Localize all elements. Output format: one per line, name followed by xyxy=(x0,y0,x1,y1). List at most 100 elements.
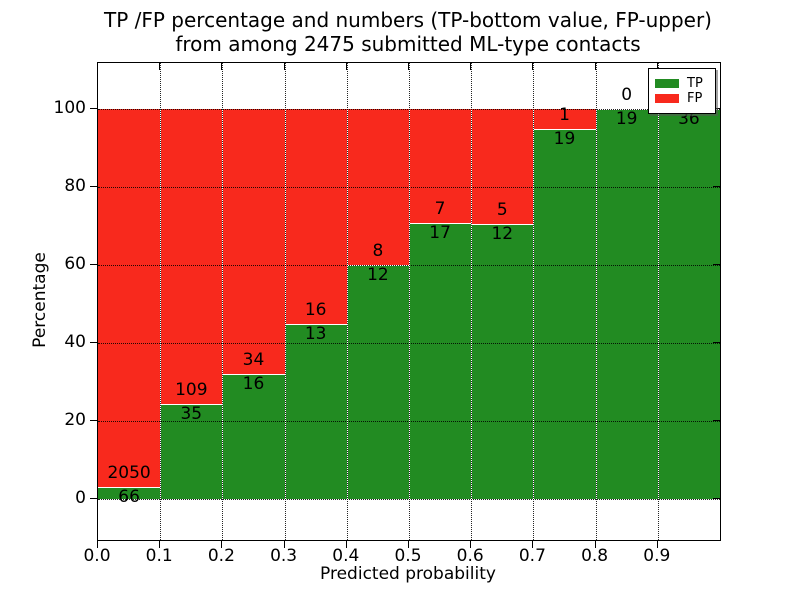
y-tick-mark xyxy=(90,342,97,343)
fp-legend-swatch xyxy=(655,94,679,103)
x-tick-label: 0.4 xyxy=(332,546,360,566)
x-tick-mark xyxy=(159,541,161,548)
stacked-bar xyxy=(98,109,161,499)
y-tick-label: 80 xyxy=(64,176,86,196)
gridline-vertical xyxy=(346,63,348,540)
x-tick-mark xyxy=(97,541,98,548)
fp-value-label: 0 xyxy=(621,85,633,105)
gridline-vertical xyxy=(595,63,597,540)
x-tick-mark-top xyxy=(594,63,596,70)
fp-bar-segment xyxy=(410,109,472,223)
fp-value-label: 34 xyxy=(242,350,265,371)
legend-item-tp: TP xyxy=(655,76,715,91)
y-tick-mark-right xyxy=(713,264,720,265)
tp-bar-segment xyxy=(161,404,223,499)
x-tick-label: 0.5 xyxy=(394,546,422,566)
stacked-bar xyxy=(595,109,658,499)
gridline-vertical xyxy=(284,63,286,540)
fp-bar-segment xyxy=(161,109,223,405)
stacked-bar xyxy=(346,109,409,499)
legend-item-fp: FP xyxy=(655,91,715,106)
x-tick-mark xyxy=(345,541,347,548)
gridline-vertical xyxy=(222,63,224,540)
fp-value-label: 2050 xyxy=(107,462,151,483)
y-tick-mark xyxy=(90,186,97,187)
tp-legend-label: TP xyxy=(687,76,703,91)
y-tick-mark-right xyxy=(713,108,720,109)
x-tick-mark-top xyxy=(532,63,534,70)
y-tick-mark xyxy=(90,498,97,499)
fp-legend-label: FP xyxy=(687,91,703,106)
x-axis-label: Predicted probability xyxy=(320,564,496,584)
y-tick-mark-right xyxy=(713,498,720,499)
fp-value-label: 7 xyxy=(434,198,446,219)
tp-value-label: 17 xyxy=(429,222,451,243)
gridline-vertical xyxy=(471,63,473,540)
plot-area: TP FP 2050 66 109 35 34 16 16 13 8 12 7 17 5 12 1 19 0 19… xyxy=(97,62,721,541)
tp-bar-segment xyxy=(285,324,347,499)
x-tick-label: 0.2 xyxy=(207,546,235,566)
chart-title: TP /FP percentage and numbers (TP-bottom… xyxy=(97,8,719,56)
x-tick-label: 0.6 xyxy=(456,546,484,566)
stacked-bar xyxy=(409,109,472,499)
y-tick-mark-right xyxy=(713,342,720,343)
y-tick-label: 0 xyxy=(75,488,86,508)
tp-value-label: 36 xyxy=(678,109,700,129)
stacked-bar xyxy=(533,109,596,499)
x-tick-label: 0.3 xyxy=(270,546,298,566)
chart-title-line2: from among 2475 submitted ML-type contac… xyxy=(175,32,641,56)
y-tick-mark xyxy=(90,264,97,265)
tp-value-label: 35 xyxy=(180,404,203,425)
tp-bar-segment xyxy=(658,109,720,499)
tp-value-label: 13 xyxy=(304,324,327,345)
x-tick-mark xyxy=(408,541,409,548)
gridline-vertical xyxy=(409,63,410,540)
tp-bar-segment xyxy=(596,109,658,499)
x-tick-mark-top xyxy=(221,63,223,70)
fp-value-label: 5 xyxy=(496,199,508,220)
y-tick-label: 60 xyxy=(64,254,86,274)
stacked-bar xyxy=(284,109,347,499)
stacked-bar xyxy=(657,109,720,499)
tp-bar-segment xyxy=(410,222,472,499)
tp-value-label: 19 xyxy=(553,128,576,149)
x-tick-mark xyxy=(532,541,534,548)
fp-bar-segment xyxy=(472,109,534,224)
fp-value-label: 16 xyxy=(304,300,327,321)
gridline-vertical xyxy=(533,63,535,540)
fp-bar-segment xyxy=(534,109,596,129)
x-tick-label: 0.7 xyxy=(518,546,546,566)
y-tick-mark-right xyxy=(713,186,720,187)
fp-bar-segment xyxy=(285,109,347,325)
x-tick-mark-top xyxy=(470,63,472,70)
tp-bar-segment xyxy=(347,265,409,499)
tp-value-label: 12 xyxy=(491,223,514,244)
y-tick-label: 20 xyxy=(64,410,86,430)
x-tick-mark xyxy=(283,541,285,548)
x-tick-mark-top xyxy=(97,63,98,70)
tp-value-label: 16 xyxy=(242,374,265,395)
x-tick-label: 0.1 xyxy=(145,546,173,566)
gridline-vertical xyxy=(160,63,162,540)
fp-value-label: 8 xyxy=(372,241,384,261)
tp-value-label: 12 xyxy=(367,265,389,285)
x-tick-mark xyxy=(656,541,658,548)
x-tick-label: 0.0 xyxy=(83,546,111,566)
x-tick-label: 0.8 xyxy=(581,546,609,566)
tp-bar-segment xyxy=(534,128,596,499)
stacked-bar xyxy=(160,109,223,499)
stacked-bar xyxy=(222,109,285,499)
x-tick-mark-top xyxy=(283,63,285,70)
tp-bar-segment xyxy=(223,374,285,499)
x-tick-mark xyxy=(594,541,596,548)
x-tick-mark-top xyxy=(159,63,161,70)
legend: TP FP xyxy=(648,68,716,114)
fp-value-label: 1 xyxy=(559,104,570,125)
fp-bar-segment xyxy=(98,109,161,487)
x-tick-mark xyxy=(470,541,472,548)
tp-bar-segment xyxy=(98,486,161,499)
x-tick-mark-top xyxy=(656,63,658,70)
y-tick-mark-right xyxy=(713,420,720,421)
x-tick-mark-top xyxy=(345,63,347,70)
